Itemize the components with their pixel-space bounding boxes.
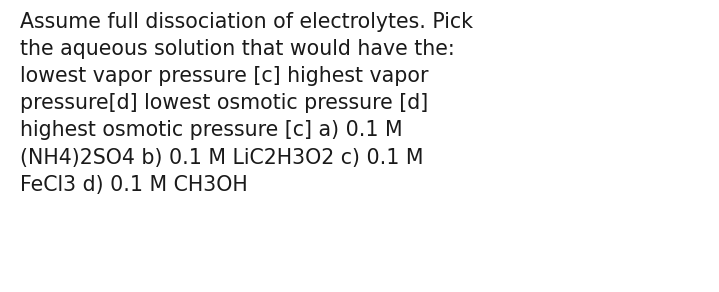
Text: Assume full dissociation of electrolytes. Pick
the aqueous solution that would h: Assume full dissociation of electrolytes…: [20, 12, 473, 195]
